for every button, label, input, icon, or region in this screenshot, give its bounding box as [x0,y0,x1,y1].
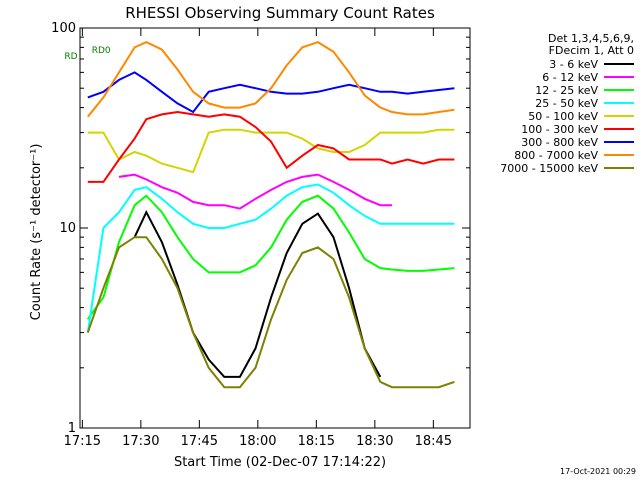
legend-label: 300 - 800 keV [521,136,598,149]
annotation-label: RD0 [92,46,111,56]
x-tick-label: 18:45 [415,434,452,449]
legend-label: 3 - 6 keV [549,58,598,71]
legend-label: 800 - 7000 keV [514,149,598,162]
x-tick-label: 18:00 [239,434,276,449]
x-ticks: 17:15 17:30 17:45 18:00 18:15 18:30 18:45 [64,28,452,449]
series-line-3 [86,183,455,333]
y-tick-label: 10 [59,221,76,236]
legend-label: 50 - 100 keV [528,110,598,123]
x-tick-label: 17:30 [122,434,159,449]
y-axis-label: Count Rate (s⁻¹ detector⁻¹) [29,144,44,321]
series-line-0 [133,209,382,378]
legend-label: 12 - 25 keV [535,84,598,97]
series-line-6 [87,71,455,114]
annotations: RD0 RD [64,46,110,62]
x-tick-label: 17:15 [64,434,101,449]
series-line-4 [87,128,455,174]
chart-title: RHESSI Observing Summary Count Rates [125,4,435,22]
legend-title-line2: FDecim 1, Att 0 [549,44,634,57]
x-tick-label: 18:15 [298,434,335,449]
y-tick-label: 1 [68,421,76,436]
series-line-5 [87,110,455,183]
y-tick-label: 100 [51,21,76,36]
y-ticks: 1 10 100 [51,21,470,436]
series-line-8 [86,236,455,389]
annotation-label: RD [64,52,77,62]
series-line-7 [87,40,455,118]
series-group [86,40,455,389]
series-line-2 [86,194,455,320]
legend-label: 7000 - 15000 keV [500,162,598,175]
legend-title-line1: Det 1,3,4,5,6,9, [548,32,634,45]
x-tick-label: 17:45 [181,434,218,449]
footer-timestamp: 17-Oct-2021 00:29 [560,467,636,476]
legend: Det 1,3,4,5,6,9, FDecim 1, Att 0 3 - 6 k… [500,32,634,175]
series-line-1 [118,173,392,210]
legend-label: 6 - 12 keV [542,71,598,84]
x-axis-label: Start Time (02-Dec-07 17:14:22) [174,455,386,470]
x-tick-label: 18:30 [356,434,393,449]
legend-label: 100 - 300 keV [521,123,598,136]
legend-label: 25 - 50 keV [535,97,598,110]
